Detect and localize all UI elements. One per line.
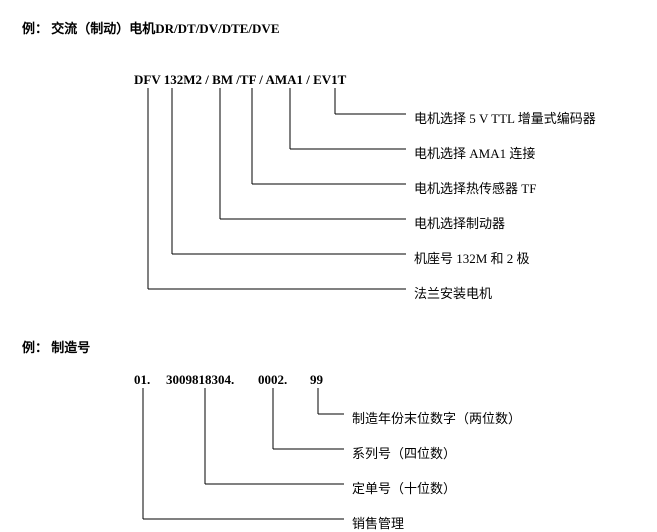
bracket-lines <box>0 0 657 529</box>
